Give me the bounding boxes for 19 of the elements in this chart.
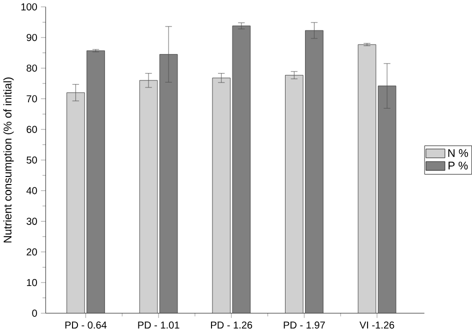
y-tick-label: 100 (21, 3, 37, 10)
x-tick-label: VI -1.26 (360, 322, 394, 329)
x-tick-label: PD - 1.26 (211, 322, 252, 329)
legend-label: N % (448, 149, 468, 157)
y-tick-label: 40 (26, 187, 37, 194)
y-tick-label: 30 (26, 218, 37, 225)
x-tick-label: PD - 0.64 (65, 322, 107, 329)
y-tick-label: 70 (26, 95, 37, 102)
y-tick-label: 10 (26, 279, 37, 286)
y-tick-label: 80 (26, 64, 37, 72)
y-tick-label: 50 (26, 156, 37, 164)
y-tick-label: 0 (32, 310, 37, 317)
y-axis-title: Nutrient consumption (% of initial) (3, 78, 14, 242)
y-tick-label: 60 (26, 126, 37, 133)
legend-label: P % (448, 162, 468, 170)
y-tick-label: 20 (26, 248, 37, 256)
x-tick-label: PD - 1.97 (284, 322, 325, 329)
x-tick-label: PD - 1.01 (138, 322, 180, 329)
y-tick-label: 90 (26, 34, 37, 42)
